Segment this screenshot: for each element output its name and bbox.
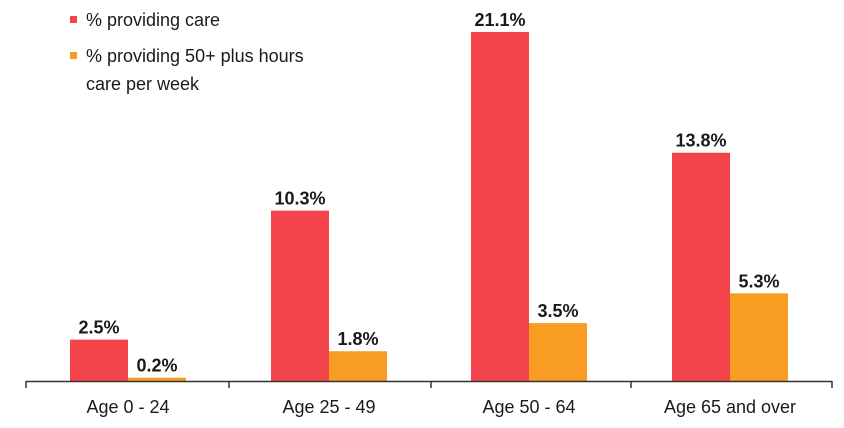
value-label-series1-cat1: 1.8% xyxy=(337,329,378,349)
bar-series0-cat0 xyxy=(70,339,128,381)
value-label-series1-cat3: 5.3% xyxy=(738,271,779,291)
bar-series1-cat2 xyxy=(529,323,587,381)
legend-item-providing-care: % providing care xyxy=(70,6,316,34)
x-tick-label-0: Age 0 - 24 xyxy=(86,397,169,417)
value-label-series0-cat2: 21.1% xyxy=(474,10,525,30)
x-axis: Age 0 - 24 Age 25 - 49 Age 50 - 64 Age 65 a… xyxy=(25,380,833,417)
value-label-series0-cat1: 10.3% xyxy=(274,189,325,209)
legend-swatch-providing-50-plus-hours xyxy=(70,52,77,59)
value-label-series0-cat3: 13.8% xyxy=(675,131,726,151)
bar-series1-cat1 xyxy=(329,351,387,381)
legend-swatch-providing-care xyxy=(70,16,77,23)
x-tick-label-3: Age 65 and over xyxy=(664,397,796,417)
value-label-series1-cat0: 0.2% xyxy=(136,356,177,376)
value-label-series1-cat2: 3.5% xyxy=(537,301,578,321)
value-labels-layer: 2.5% 0.2% 10.3% 1.8% 21.1% 3.5% 13.8% 5.3% xyxy=(78,10,779,376)
x-tick-label-1: Age 25 - 49 xyxy=(282,397,375,417)
bar-series1-cat0 xyxy=(128,377,186,381)
bar-series0-cat2 xyxy=(471,32,529,381)
legend-label-providing-care: % providing care xyxy=(86,10,221,30)
bars-layer xyxy=(70,32,788,381)
legend-label-providing-50-plus-hours: % providing 50+ plus hours care per week xyxy=(86,46,304,94)
legend: % providing care % providing 50+ plus ho… xyxy=(70,6,316,106)
bar-series1-cat3 xyxy=(730,293,788,381)
bar-series0-cat3 xyxy=(672,152,730,381)
value-label-series0-cat0: 2.5% xyxy=(78,318,119,338)
x-tick-label-2: Age 50 - 64 xyxy=(482,397,575,417)
legend-item-providing-50-plus-hours: % providing 50+ plus hours care per week xyxy=(70,42,316,98)
bar-series0-cat1 xyxy=(271,210,329,381)
